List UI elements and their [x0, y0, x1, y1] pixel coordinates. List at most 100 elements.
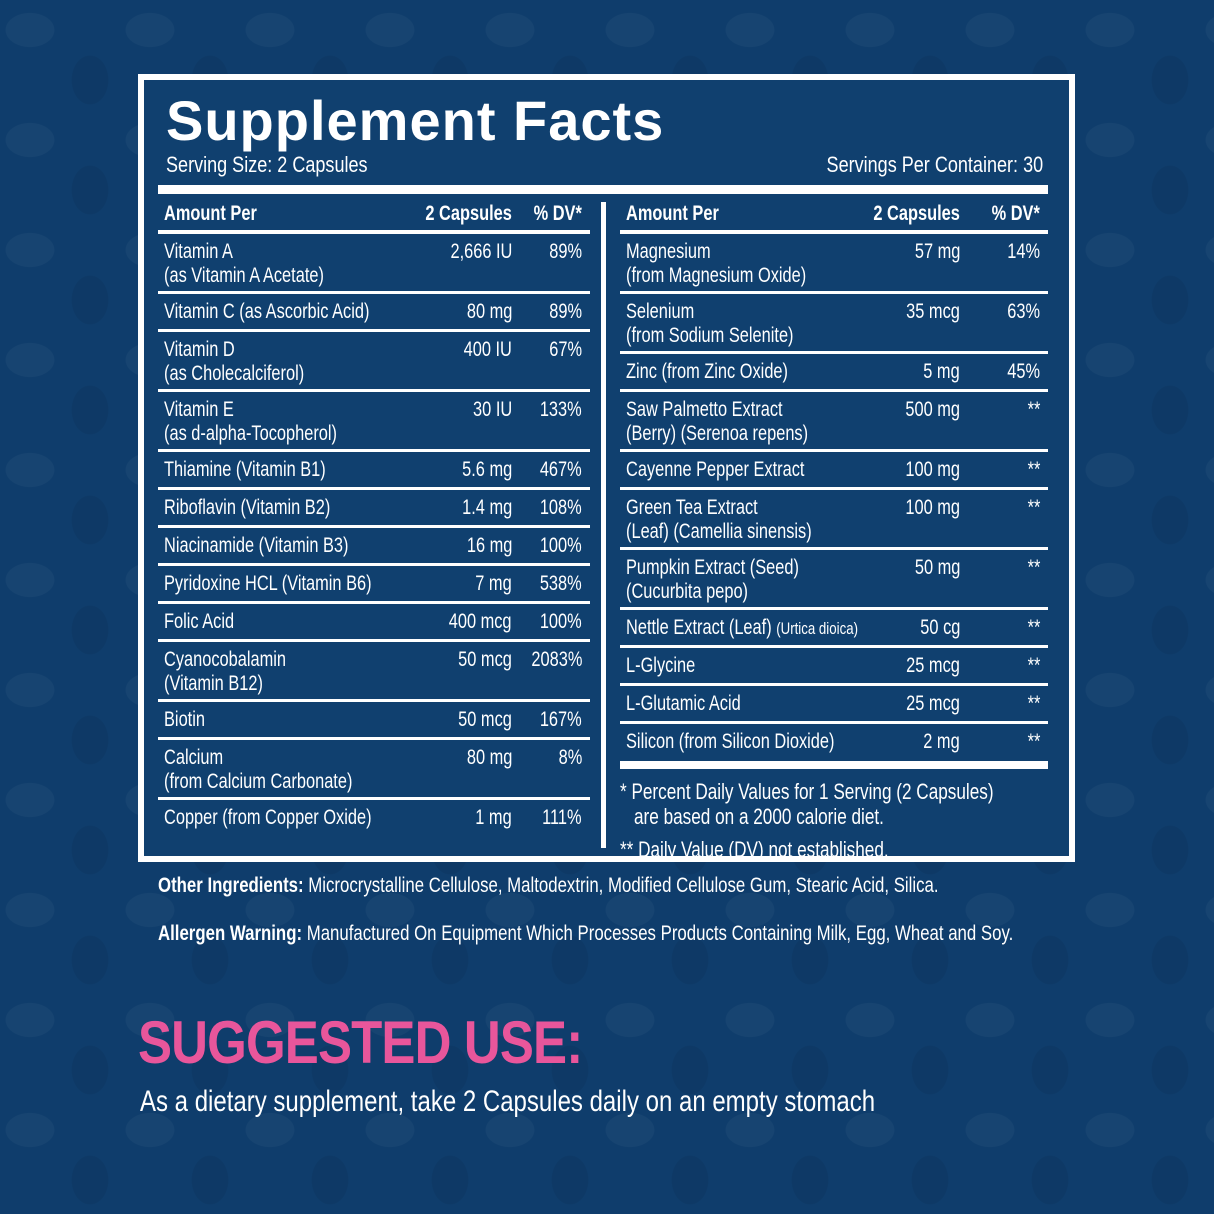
nutrient-amount: 2 mg: [923, 730, 960, 753]
nutrient-dv: 89%: [549, 300, 582, 323]
panel-title: Supplement Facts: [166, 89, 665, 152]
nutrient-amount: 16 mg: [466, 534, 512, 557]
nutrient-dv: **: [1027, 692, 1040, 715]
nutrient-amount: 35 mcg: [906, 300, 960, 323]
nutrient-amount: 100 mg: [905, 496, 960, 519]
nutrient-name: Green Tea Extract (Leaf) (Camellia sinens…: [626, 496, 812, 543]
nutrient-amount: 50 cg: [919, 616, 960, 639]
nutrient-dv: **: [1027, 458, 1040, 481]
nutrient-amount: 80 mg: [466, 746, 512, 769]
footnote-not-established: ** Daily Value (DV) not established.: [620, 837, 889, 862]
nutrient-name: Thiamine (Vitamin B1): [164, 458, 326, 481]
table-header: Amount Per 2 Capsules % DV*: [620, 198, 1048, 234]
table-header: Amount Per 2 Capsules % DV*: [158, 198, 590, 234]
supplement-facts-panel: Supplement Facts Serving Size: 2 Capsule…: [138, 74, 1075, 862]
nutrient-name: L-Glycine: [626, 654, 696, 677]
nutrient-dv: 67%: [549, 338, 582, 361]
nutrient-dv: 45%: [1007, 360, 1040, 383]
nutrient-row: Biotin 50 mcg 167%: [158, 702, 590, 740]
nutrient-row: L-Glycine 25 mcg **: [620, 648, 1048, 686]
nutrient-row: Zinc (from Zinc Oxide) 5 mg 45%: [620, 354, 1048, 392]
header-capsules: 2 Capsules: [873, 202, 960, 225]
right-nutrient-table: Amount Per 2 Capsules % DV* Magnesium (fr…: [620, 198, 1048, 870]
divider-thick: [158, 185, 1048, 194]
nutrient-row: Riboflavin (Vitamin B2) 1.4 mg 108%: [158, 490, 590, 528]
nutrient-row: Vitamin A (as Vitamin A Acetate) 2,666 IU 8…: [158, 234, 590, 294]
nutrient-row: Pumpkin Extract (Seed) (Cucurbita pepo) 50…: [620, 550, 1048, 610]
nutrient-name: Cayenne Pepper Extract: [626, 458, 805, 481]
header-dv: % DV*: [991, 202, 1040, 225]
nutrient-row: Cyanocobalamin (Vitamin B12) 50 mcg 2083%: [158, 642, 590, 702]
nutrient-amount: 400 IU: [463, 338, 512, 361]
nutrient-amount: 25 mcg: [906, 692, 960, 715]
nutrient-amount: 80 mg: [466, 300, 512, 323]
nutrient-row: Selenium (from Sodium Selenite) 35 mcg 63%: [620, 294, 1048, 354]
nutrient-amount: 5 mg: [923, 360, 960, 383]
nutrient-name: Vitamin A (as Vitamin A Acetate): [164, 240, 324, 287]
other-ingredients: Other Ingredients: Microcrystalline Cell…: [158, 874, 939, 897]
nutrient-dv: **: [1027, 398, 1040, 421]
nutrient-dv: **: [1027, 616, 1040, 639]
serving-size: Serving Size: 2 Capsules: [166, 152, 368, 177]
nutrient-name: Copper (from Copper Oxide): [164, 806, 372, 829]
nutrient-amount: 400 mcg: [449, 610, 512, 633]
nutrient-amount: 25 mcg: [906, 654, 960, 677]
nutrient-row: Cayenne Pepper Extract 100 mg **: [620, 452, 1048, 490]
nutrient-amount: 5.6 mg: [461, 458, 512, 481]
nutrient-row: Calcium (from Calcium Carbonate) 80 mg 8%: [158, 740, 590, 800]
nutrient-amount: 7 mg: [475, 572, 512, 595]
nutrient-dv: 8%: [558, 746, 582, 769]
nutrient-amount: 50 mcg: [458, 708, 512, 731]
nutrient-name: Nettle Extract (Leaf) (Urtica dioica): [626, 616, 859, 639]
nutrient-name: Selenium (from Sodium Selenite): [626, 300, 794, 347]
left-nutrient-table: Amount Per 2 Capsules % DV* Vitamin A (as…: [158, 198, 590, 838]
nutrient-amount: 57 mg: [914, 240, 960, 263]
header-amount-per: Amount Per: [626, 202, 719, 225]
nutrient-dv: 100%: [540, 534, 582, 557]
nutrient-row: Thiamine (Vitamin B1) 5.6 mg 467%: [158, 452, 590, 490]
nutrient-name: L-Glutamic Acid: [626, 692, 741, 715]
nutrient-amount: 2,666 IU: [450, 240, 512, 263]
nutrient-dv: **: [1027, 654, 1040, 677]
nutrient-dv: 14%: [1007, 240, 1040, 263]
nutrient-name: Vitamin D (as Cholecalciferol): [164, 338, 305, 385]
nutrient-name: Cyanocobalamin (Vitamin B12): [164, 648, 287, 695]
nutrient-name: Vitamin E (as d-alpha-Tocopherol): [164, 398, 338, 445]
nutrient-row: Green Tea Extract (Leaf) (Camellia sinens…: [620, 490, 1048, 550]
nutrient-dv: 467%: [540, 458, 582, 481]
nutrient-name: Folic Acid: [164, 610, 235, 633]
nutrient-amount: 50 mg: [914, 556, 960, 579]
nutrient-row: Folic Acid 400 mcg 100%: [158, 604, 590, 642]
nutrient-row: Nettle Extract (Leaf) (Urtica dioica) 50 …: [620, 610, 1048, 648]
nutrient-amount: 1.4 mg: [461, 496, 512, 519]
nutrient-dv: 100%: [540, 610, 582, 633]
nutrient-row: Vitamin E (as d-alpha-Tocopherol) 30 IU 133…: [158, 392, 590, 452]
nutrient-row: Vitamin D (as Cholecalciferol) 400 IU 67%: [158, 332, 590, 392]
nutrient-name: Pyridoxine HCL (Vitamin B6): [164, 572, 372, 595]
nutrient-name: Calcium (from Calcium Carbonate): [164, 746, 353, 793]
nutrient-row: Copper (from Copper Oxide) 1 mg 111%: [158, 800, 590, 838]
nutrient-name: Pumpkin Extract (Seed) (Cucurbita pepo): [626, 556, 799, 603]
nutrient-name: Niacinamide (Vitamin B3): [164, 534, 349, 557]
nutrient-name: Biotin: [164, 708, 205, 731]
suggested-use-heading: SUGGESTED USE:: [138, 1009, 583, 1076]
header-capsules: 2 Capsules: [425, 202, 512, 225]
nutrient-name: Saw Palmetto Extract (Berry) (Serenoa rep…: [626, 398, 809, 445]
servings-per-container: Servings Per Container: 30: [826, 152, 1043, 177]
nutrient-dv: **: [1027, 496, 1040, 519]
nutrient-name: Vitamin C (as Ascorbic Acid): [164, 300, 370, 323]
header-dv: % DV*: [533, 202, 582, 225]
nutrient-dv: 2083%: [530, 648, 582, 671]
column-divider: [601, 202, 606, 848]
nutrient-row: Pyridoxine HCL (Vitamin B6) 7 mg 538%: [158, 566, 590, 604]
nutrient-amount: 1 mg: [475, 806, 512, 829]
nutrient-dv: 111%: [542, 806, 582, 829]
nutrient-row: Vitamin C (as Ascorbic Acid) 80 mg 89%: [158, 294, 590, 332]
footnote-dv: * Percent Daily Values for 1 Serving (2 …: [620, 779, 994, 829]
nutrient-row: Niacinamide (Vitamin B3) 16 mg 100%: [158, 528, 590, 566]
allergen-warning: Allergen Warning: Manufactured On Equipm…: [158, 922, 1014, 945]
nutrient-dv: 167%: [540, 708, 582, 731]
nutrient-name: Silicon (from Silicon Dioxide): [626, 730, 835, 753]
nutrient-name: Magnesium (from Magnesium Oxide): [626, 240, 807, 287]
nutrient-dv: **: [1027, 730, 1040, 753]
